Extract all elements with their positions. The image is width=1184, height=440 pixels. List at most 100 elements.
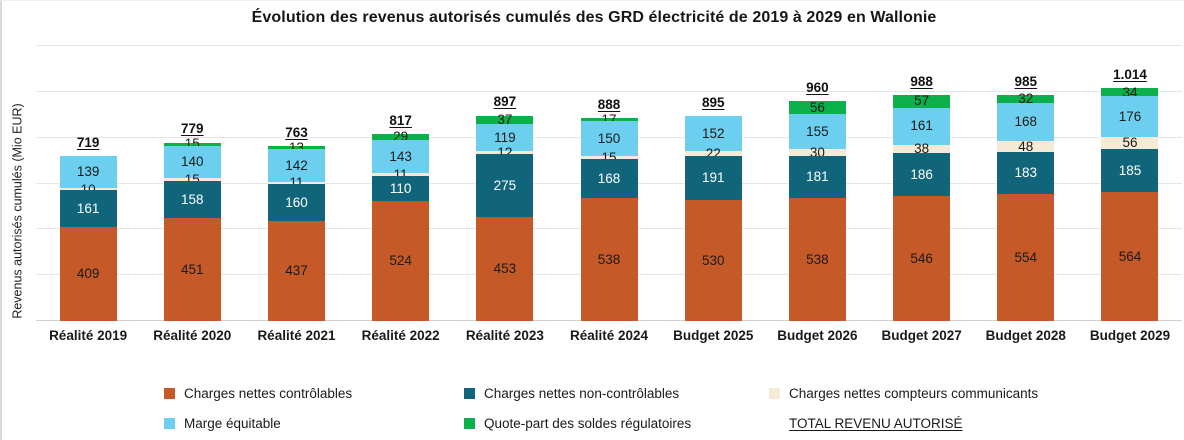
legend-item[interactable]: Quote-part des soldes régulatoires — [464, 409, 769, 437]
bar-total-label: 779 — [181, 121, 204, 137]
stacked-bar[interactable]: 37 119 12 275 453 — [476, 112, 534, 321]
bar-segment[interactable]: 275 — [476, 154, 534, 218]
bar-segment[interactable]: 554 — [997, 194, 1055, 321]
bar-segment-value: 530 — [701, 252, 725, 268]
bar-segment[interactable]: 168 — [580, 159, 638, 198]
bar-column[interactable]: 988 57 161 38 186 546 — [870, 46, 974, 321]
bar-column[interactable]: 960 56 155 30 181 538 — [765, 46, 869, 321]
bar-column[interactable]: 817 29 143 11 110 524 — [349, 46, 453, 321]
bar-segment[interactable]: 57 — [893, 94, 951, 108]
bar-segment[interactable]: 139 — [59, 156, 117, 189]
bar-segment[interactable]: 155 — [788, 113, 846, 150]
bar-column[interactable]: 763 13 142 11 160 437 — [244, 46, 348, 321]
bar-column[interactable]: 895015222191530 — [661, 46, 765, 321]
stacked-bar[interactable]: 152 22 191 530 — [684, 115, 742, 321]
bar-segment[interactable]: 183 — [997, 152, 1055, 195]
stacked-bar[interactable]: 34 176 56 185 564 — [1101, 86, 1159, 321]
x-axis-label: Réalité 2021 — [257, 328, 336, 343]
legend-label: Quote-part des soldes régulatoires — [484, 415, 692, 431]
bar-segment-value: 32 — [1018, 91, 1034, 107]
bar-segment[interactable]: 119 — [476, 124, 534, 152]
bar-segment[interactable]: 34 — [1101, 86, 1159, 99]
bar-segment[interactable]: 181 — [788, 156, 846, 198]
bar-column[interactable]: 985 32 168 48 183 554 — [974, 46, 1078, 321]
legend-item[interactable]: Charges nettes non-contrôlables — [464, 379, 769, 407]
bar-total-label: 1.014 — [1113, 67, 1147, 83]
legend-item[interactable]: Charges nettes compteurs communicants — [769, 379, 1156, 407]
stacked-bar[interactable]: 13 142 11 160 437 — [267, 141, 325, 321]
bar-column[interactable]: 888 17 150 15 168 538 — [557, 46, 661, 321]
bar-segment-value: 185 — [1118, 162, 1142, 178]
bar-segment[interactable]: 110 — [372, 175, 430, 201]
bar-segment[interactable]: 29 — [372, 130, 430, 143]
bar-segment-value: 143 — [389, 149, 412, 165]
legend-swatch — [464, 387, 475, 399]
bar-segment[interactable]: 538 — [788, 197, 846, 321]
bar-segment[interactable]: 48 — [997, 140, 1055, 153]
stacked-bar[interactable]: 56 155 30 181 538 — [788, 101, 846, 321]
bar-segment-value: 37 — [497, 112, 513, 128]
bar-segment-value: 139 — [76, 164, 100, 180]
bar-segment-value: 110 — [389, 180, 412, 196]
bar-segment-value: 409 — [76, 266, 100, 282]
bar-segment[interactable]: 160 — [267, 184, 325, 221]
bar-segment[interactable]: 564 — [1101, 191, 1159, 321]
bar-segment-value: 140 — [181, 154, 204, 170]
legend-item[interactable]: TOTAL REVENU AUTORISÉ — [769, 409, 1156, 437]
bar-segment[interactable]: 453 — [476, 217, 534, 321]
bar-segment[interactable]: 185 — [1101, 149, 1159, 192]
bar-column[interactable]: 1.014 34 176 56 185 564 — [1078, 46, 1182, 321]
bar-segment[interactable]: 152 — [684, 115, 742, 151]
bar-segment[interactable]: 30 — [788, 146, 846, 159]
bar-segment[interactable]: 186 — [893, 153, 951, 196]
legend-swatch — [164, 387, 175, 399]
bar-segment-value: 183 — [1014, 165, 1038, 181]
chart-title: Évolution des revenus autorisés cumulés … — [251, 9, 937, 26]
bar-segment[interactable]: 546 — [893, 195, 951, 321]
bar-column[interactable]: 719013910161409 — [36, 46, 140, 321]
y-axis-title: Revenus autorisés cumulés (Mio EUR) — [8, 86, 28, 336]
stacked-bar[interactable]: 57 161 38 186 546 — [893, 94, 951, 321]
bar-segment-value: 453 — [493, 261, 517, 277]
x-axis-label: Réalité 2022 — [361, 328, 440, 343]
bar-segment-value: 186 — [910, 166, 933, 182]
bar-column[interactable]: 779 15 140 15 158 451 — [140, 46, 244, 321]
bar-segment[interactable]: 176 — [1101, 96, 1159, 137]
bar-segment[interactable]: 409 — [59, 227, 117, 321]
bar-segment[interactable]: 161 — [59, 190, 117, 228]
bar-segment[interactable]: 56 — [788, 101, 846, 114]
stacked-bar[interactable]: 32 168 48 183 554 — [997, 92, 1055, 321]
stacked-bar[interactable]: 139 10 161 409 — [59, 156, 117, 321]
bar-segment[interactable]: 143 — [372, 140, 430, 174]
bar-segment[interactable]: 524 — [372, 200, 430, 321]
bar-segment[interactable]: 161 — [893, 107, 951, 145]
bar-segment[interactable]: 56 — [1101, 136, 1159, 150]
stacked-bar[interactable]: 15 140 15 158 451 — [163, 137, 221, 321]
bar-segment[interactable]: 158 — [163, 181, 221, 218]
bar-segment[interactable]: 191 — [684, 155, 742, 200]
legend-item[interactable]: Marge équitable — [164, 409, 464, 437]
bar-column[interactable]: 897 37 119 12 275 453 — [453, 46, 557, 321]
bar-segment-value: 554 — [1014, 249, 1038, 265]
bar-segment[interactable]: 140 — [163, 145, 221, 179]
bar-segment[interactable]: 150 — [580, 121, 638, 156]
chart-legend: Charges nettes contrôlables Charges nette… — [36, 379, 1156, 437]
bar-segment[interactable]: 451 — [163, 217, 221, 321]
bar-segment[interactable]: 32 — [997, 92, 1055, 105]
bar-segment[interactable]: 142 — [267, 149, 325, 182]
bar-segment-value: 168 — [1014, 114, 1038, 130]
legend-swatch — [769, 418, 780, 429]
stacked-bar[interactable]: 29 143 11 110 524 — [372, 130, 430, 321]
bar-segment[interactable]: 530 — [684, 199, 742, 321]
bar-segment[interactable]: 168 — [997, 102, 1055, 142]
legend-item[interactable]: Charges nettes contrôlables — [164, 379, 464, 407]
bar-segment[interactable]: 538 — [580, 197, 638, 321]
bar-segment[interactable]: 437 — [267, 220, 325, 321]
legend-label: Marge équitable — [184, 415, 281, 431]
x-axis-label: Réalité 2024 — [570, 328, 649, 343]
bar-segment[interactable]: 37 — [476, 112, 534, 128]
bar-segment[interactable]: 38 — [893, 141, 951, 157]
stacked-bar[interactable]: 17 150 15 168 538 — [580, 113, 638, 321]
bar-segment-value: 38 — [914, 141, 930, 157]
